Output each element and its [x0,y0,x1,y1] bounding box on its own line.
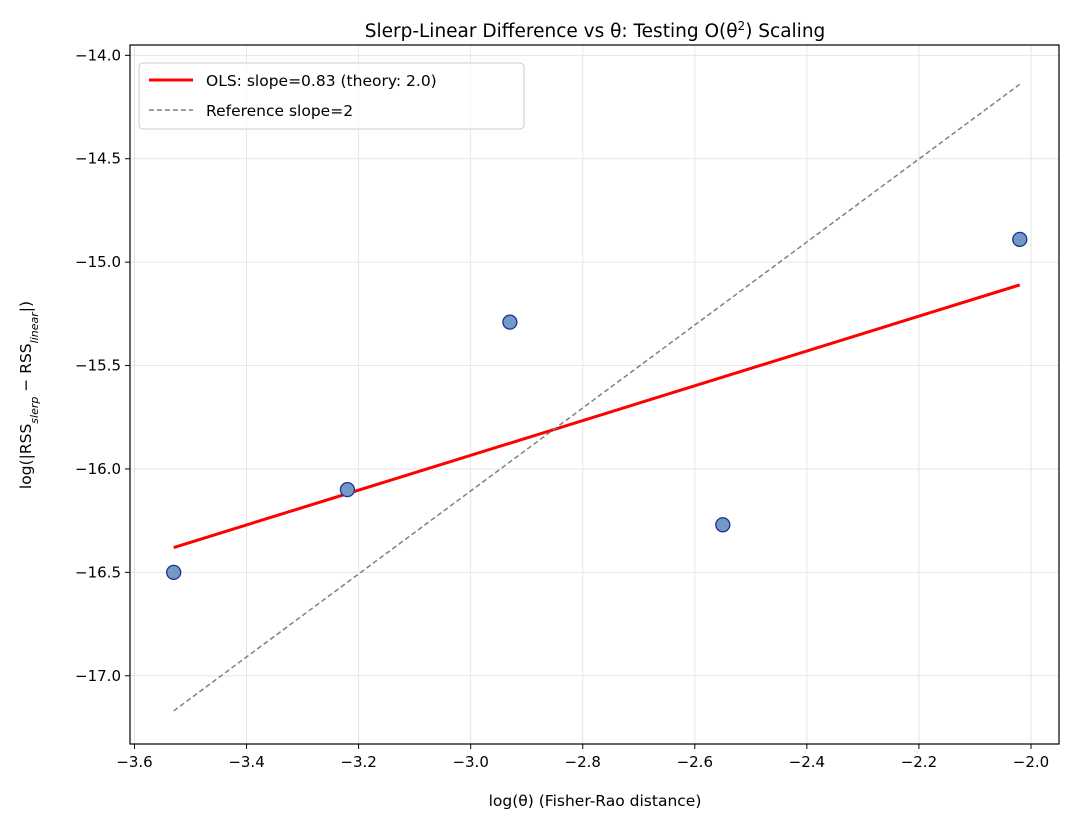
legend: OLS: slope=0.83 (theory: 2.0) Reference … [138,62,525,130]
x-tick-label: −3.6 [116,753,152,771]
chart-title: Slerp-Linear Difference vs θ: Testing O(… [365,19,826,42]
x-tick-label: −2.2 [901,753,937,771]
y-axis-label: log(|RSSslerp − RSSlinear|) [17,301,41,489]
x-tick-label: −2.4 [789,753,825,771]
x-axis-label: log(θ) (Fisher-Rao distance) [489,792,702,810]
legend-box [138,62,525,130]
y-tick-label: −15.0 [75,253,121,271]
ylabel-subscript: linear [28,311,41,344]
axis-ticks: −3.6 −3.4 −3.2 −3.0 −2.8 −2.6 −2.4 −2.2 −2.0 −14.… [75,46,1049,771]
title-superscript: 2 [738,19,746,33]
legend-ols-label: OLS: slope=0.83 (theory: 2.0) [206,72,437,90]
title-text: Slerp-Linear Difference vs θ: Testing O(… [365,21,738,42]
ylabel-text: − RSS [17,343,35,396]
x-tick-label: −2.8 [565,753,601,771]
grid [130,45,1059,744]
legend-ref-label: Reference slope=2 [206,102,353,120]
data-point [715,517,731,533]
data-point [339,481,356,498]
ylabel-subscript: slerp [28,397,41,424]
y-tick-label: −17.0 [75,667,121,685]
y-tick-label: −15.5 [75,357,121,375]
y-tick-label: −14.0 [75,46,121,64]
x-tick-label: −3.2 [340,753,376,771]
points-layer [166,231,1028,581]
y-tick-label: −16.0 [75,460,121,478]
ylabel-text: |) [17,301,35,312]
ols-fit-line [173,283,1021,549]
plot-frame [129,44,1060,745]
data-point [166,564,182,581]
reference-slope-line [173,83,1021,712]
x-tick-label: −2.6 [677,753,713,771]
ylabel-text: log(|RSS [17,424,35,489]
x-tick-label: −3.4 [228,753,264,771]
x-tick-label: −2.0 [1013,753,1049,771]
y-tick-label: −14.5 [75,150,121,168]
series-layer [173,83,1021,712]
x-tick-label: −3.0 [452,753,488,771]
data-point [502,314,518,330]
y-tick-label: −16.5 [75,563,121,581]
data-point [1012,231,1028,248]
title-text: ) Scaling [745,21,825,42]
